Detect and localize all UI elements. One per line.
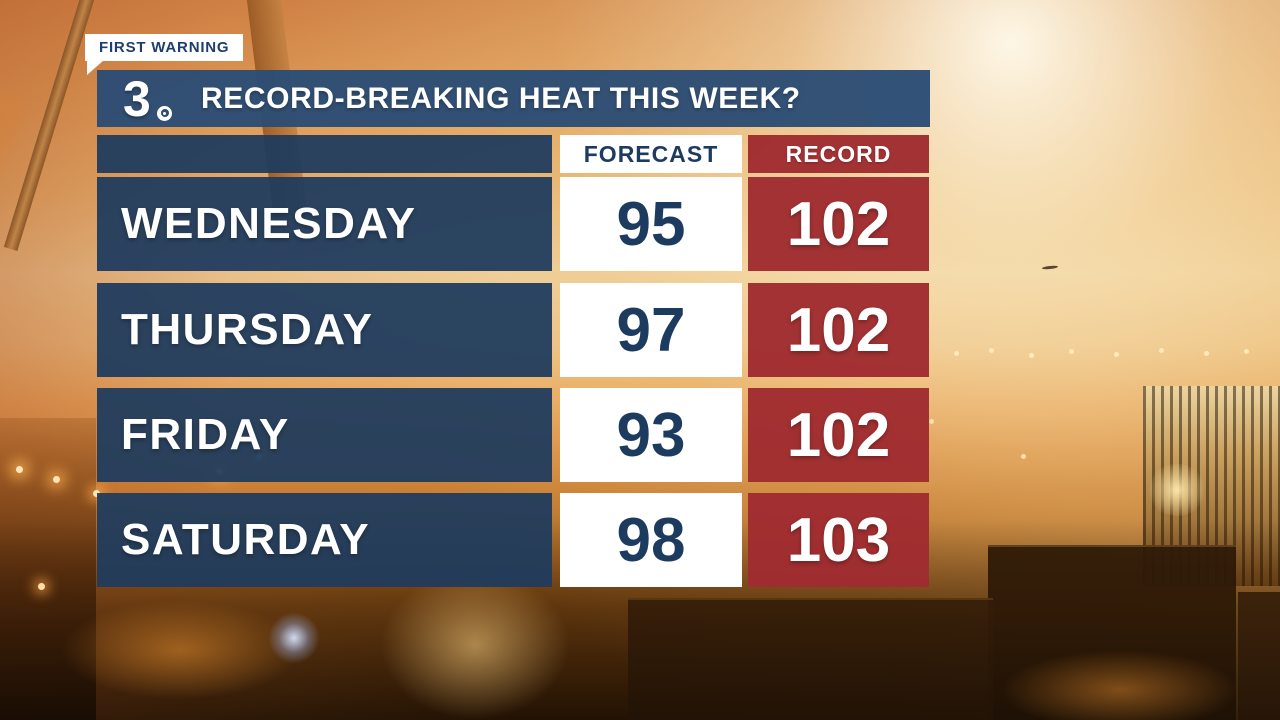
lens-flare	[268, 612, 320, 664]
table-row-day: THURSDAY	[97, 283, 552, 377]
cbs-eye-icon	[157, 105, 172, 121]
forecast-value: 95	[616, 189, 686, 259]
day-label: SATURDAY	[121, 515, 371, 564]
tower-light-glow	[1146, 464, 1208, 516]
day-label: THURSDAY	[121, 305, 374, 354]
record-value: 103	[786, 505, 891, 575]
record-value-cell: 102	[748, 177, 929, 271]
day-label: WEDNESDAY	[121, 199, 417, 248]
forecast-value-cell: 95	[560, 177, 742, 271]
table-row-day: FRIDAY	[97, 388, 552, 482]
record-value-cell: 102	[748, 388, 929, 482]
badge-label: FIRST WARNING	[99, 39, 230, 56]
record-value: 102	[786, 295, 891, 365]
first-warning-badge: FIRST WARNING	[85, 34, 244, 75]
forecast-column-header: FORECAST	[560, 135, 742, 173]
street-glow-right	[1000, 650, 1240, 720]
record-header-label: RECORD	[785, 140, 892, 167]
table-row-day: SATURDAY	[97, 493, 552, 587]
record-value-cell: 103	[748, 493, 929, 587]
record-value: 102	[786, 189, 891, 259]
title-bar: 3 RECORD-BREAKING HEAT THIS WEEK?	[97, 70, 930, 127]
forecast-value-cell: 93	[560, 388, 742, 482]
forecast-value-cell: 97	[560, 283, 742, 377]
city-lights	[0, 0, 3, 3]
forecast-value-cell: 98	[560, 493, 742, 587]
page-title: RECORD-BREAKING HEAT THIS WEEK?	[201, 81, 801, 115]
day-label: FRIDAY	[121, 410, 290, 459]
street-glow-left	[60, 600, 300, 700]
forecast-value: 97	[616, 295, 686, 365]
record-value-cell: 102	[748, 283, 929, 377]
day-column-header	[97, 135, 552, 173]
forecast-value: 98	[616, 505, 686, 575]
forecast-header-label: FORECAST	[583, 140, 719, 167]
record-column-header: RECORD	[748, 135, 929, 173]
channel-3-logo: 3	[123, 74, 175, 124]
record-value: 102	[786, 400, 891, 470]
badge-tail	[87, 60, 104, 75]
forecast-value: 93	[616, 400, 686, 470]
channel-number: 3	[123, 70, 151, 127]
table-row-day: WEDNESDAY	[97, 177, 552, 271]
light-haze	[380, 570, 570, 720]
